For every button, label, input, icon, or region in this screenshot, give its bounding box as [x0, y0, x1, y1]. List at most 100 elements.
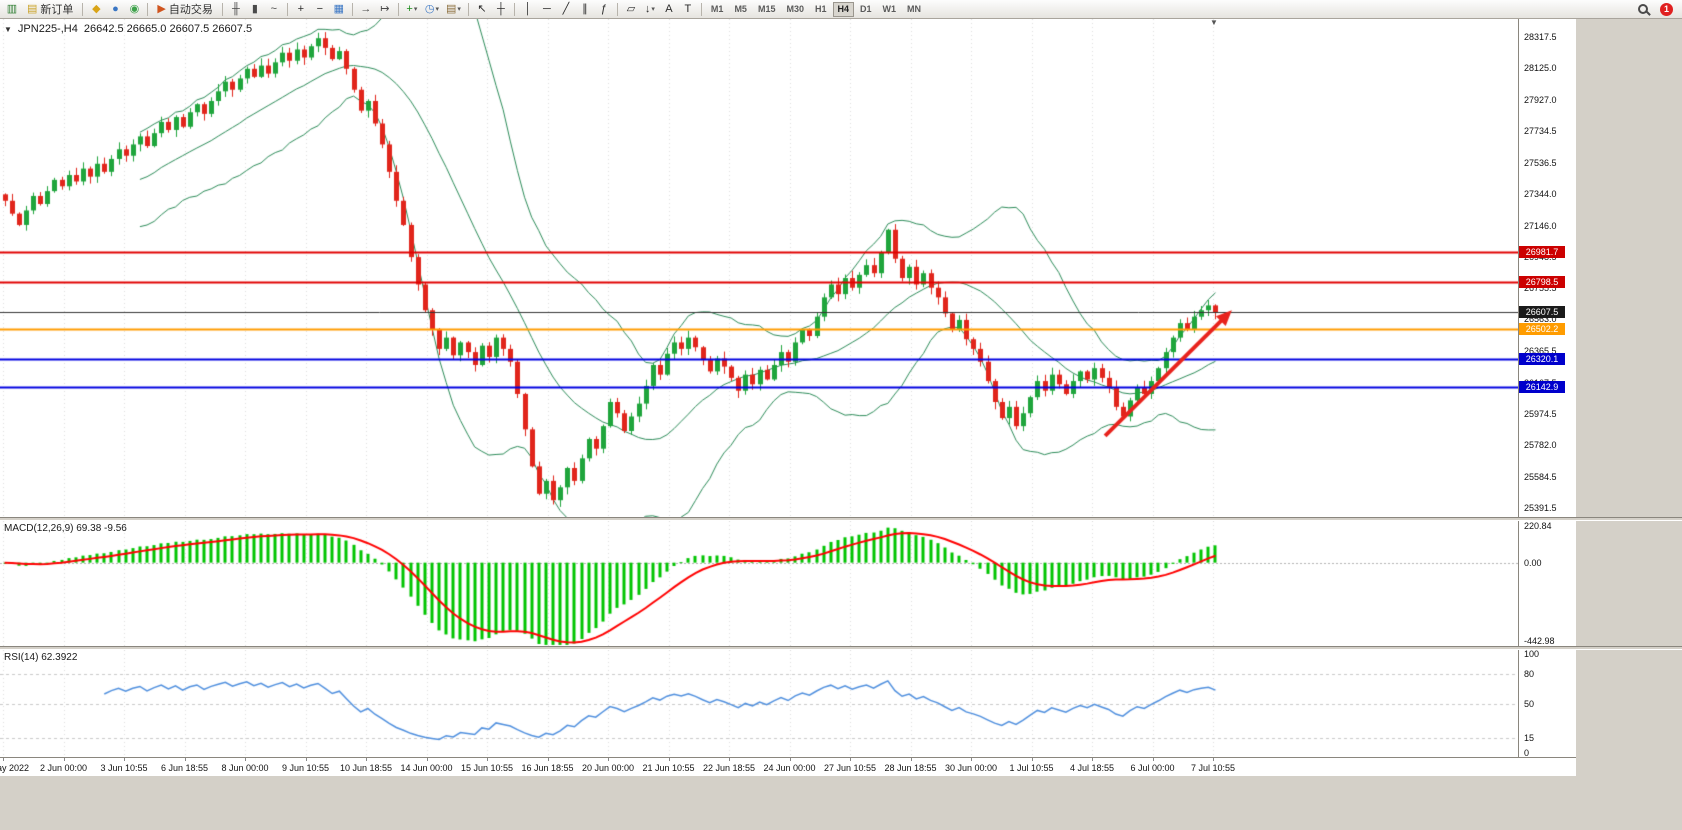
periods-button-caret[interactable]: ▾ [435, 6, 439, 13]
time-axis-label[interactable]: 27 Jun 10:55 [823, 763, 877, 773]
fibonacci-icon[interactable]: ƒ [595, 1, 613, 18]
text-icon[interactable]: A [660, 1, 678, 18]
autotrading-button[interactable]: ▶ 自动交易 [152, 1, 217, 18]
templates-button[interactable]: ▤ ▾ [443, 1, 464, 18]
timeframe-d1-button[interactable]: D1 [860, 4, 872, 14]
rsi-axis-label: 100 [1524, 649, 1540, 659]
toolbar-separator [351, 2, 353, 16]
line-chart-icon[interactable]: ~ [265, 1, 283, 18]
rsi-panel[interactable]: RSI(14) 62.3922 [0, 650, 1518, 757]
new-order-button[interactable]: ▤ 新订单 [22, 1, 78, 18]
time-axis-label[interactable]: 31 May 2022 [0, 763, 30, 773]
tile-windows-icon[interactable]: ▦ [330, 1, 348, 18]
chart-shift-icon[interactable]: ↦ [376, 1, 394, 18]
chart-shift-marker[interactable]: ▼ [1210, 18, 1218, 27]
auto-scroll-icon-glyph: → [360, 2, 372, 15]
auto-scroll-icon[interactable]: → [357, 1, 375, 18]
timeframe-h4-button[interactable]: H4 [832, 1, 855, 17]
metaeditor-icon[interactable]: ◆ [87, 1, 105, 18]
time-axis-label[interactable]: 7 Jul 10:55 [1190, 763, 1236, 773]
zoom-out-icon[interactable]: − [311, 1, 329, 18]
candlestick-chart-icon[interactable]: ▮ [246, 1, 264, 18]
trendline-icon-glyph: ╱ [562, 2, 570, 15]
arrows-icon-caret[interactable]: ▾ [651, 6, 655, 13]
time-axis-label[interactable]: 1 Jul 10:55 [1009, 763, 1054, 773]
time-axis-label[interactable]: 28 Jun 18:55 [884, 763, 937, 773]
arrows-icon[interactable]: ↓ ▾ [641, 1, 659, 18]
toolbar-separator [397, 2, 399, 16]
toolbar-separator [616, 2, 618, 16]
time-axis-tick [1213, 758, 1214, 761]
toolbar-separator [286, 2, 288, 16]
zoom-in-icon-glyph: + [297, 2, 305, 15]
bar-chart-icon[interactable]: ╫ [227, 1, 245, 18]
timeframe-m5-button[interactable]: M5 [734, 4, 747, 14]
time-axis-label[interactable]: 9 Jun 10:55 [281, 763, 330, 773]
time-axis-label[interactable]: 2 Jun 00:00 [39, 763, 88, 773]
timeframe-w1-button[interactable]: W1 [882, 4, 897, 14]
ohlc-toggle-icon[interactable]: ▼ [4, 24, 12, 34]
toolbar-separator [82, 2, 84, 16]
cursor-icon[interactable]: ↖ [473, 1, 491, 18]
zoom-in-icon[interactable]: + [292, 1, 310, 18]
chart-symbol-period: JPN225-,H4 [17, 23, 78, 35]
cursor-icon-glyph: ↖ [477, 2, 487, 15]
toolbar: ▥ ▤ 新订单 ◆ ● ◉ ▶ 自动交易 ╫ ▮ ~ + − ▦ → ↦ + ▾ ◷ ▾ ▤ ▾ ↖ ┼ │ ─ ╱ ∥ ƒ ▱ ↓ ▾ A T M… [0, 0, 1682, 19]
community-icon[interactable]: ◉ [125, 1, 143, 18]
time-axis-tick [426, 758, 428, 761]
time-axis-tick [971, 758, 972, 761]
time-axis-label[interactable]: 6 Jun 18:55 [160, 763, 209, 773]
price-axis[interactable]: 28317.5 28125.0 27927.0 27734.5 27536.5 27344… [1518, 19, 1576, 758]
time-axis-tick [63, 758, 65, 761]
time-axis-label[interactable]: 20 Jun 00:00 [581, 763, 635, 773]
horizontal-line-icon[interactable]: ─ [538, 1, 556, 18]
price-chart-canvas[interactable] [0, 19, 1518, 517]
time-axis-label[interactable]: 21 Jun 10:55 [642, 763, 695, 773]
time-axis-label[interactable]: 3 Jun 10:55 [100, 763, 148, 773]
panel-separator-macd[interactable] [0, 517, 1682, 521]
trendline-icon[interactable]: ╱ [557, 1, 575, 18]
timeframe-m30-button[interactable]: M30 [786, 4, 804, 14]
macd-label: MACD(12,26,9) 69.38 -9.56 [4, 523, 127, 534]
crosshair-icon[interactable]: ┼ [492, 1, 510, 18]
time-axis[interactable]: 31 May 2022 2 Jun 00:00 3 Jun 10:55 6 Jun 1… [0, 757, 1576, 776]
chart-ohlc-values: 26642.5 26665.0 26607.5 26607.5 [83, 23, 253, 35]
time-axis-label[interactable]: 24 Jun 00:00 [763, 763, 816, 773]
panel-separator-rsi[interactable] [0, 646, 1682, 650]
charts-icon[interactable]: ▥ [3, 1, 21, 18]
shapes-icon-glyph: ▱ [626, 2, 636, 15]
templates-button-caret[interactable]: ▾ [457, 6, 461, 13]
price-axis-label: 26755.5 [1524, 283, 1557, 294]
vertical-line-icon[interactable]: │ [519, 1, 537, 18]
text-label-icon[interactable]: T [679, 1, 697, 18]
indicators-button[interactable]: + ▾ [403, 1, 421, 18]
timeframe-m1-button[interactable]: M1 [710, 4, 724, 14]
macd-canvas[interactable] [0, 521, 1518, 646]
shapes-icon[interactable]: ▱ [622, 1, 640, 18]
main-chart-panel[interactable]: ▼ JPN225-,H4 26642.5 26665.0 26607.5 266… [0, 19, 1518, 517]
timeframe-m15-button[interactable]: M15 [757, 4, 776, 14]
search-icon[interactable] [1638, 4, 1648, 14]
time-axis-label[interactable]: 4 Jul 18:55 [1069, 763, 1115, 773]
equidistant-channel-icon[interactable]: ∥ [576, 1, 594, 18]
periods-button[interactable]: ◷ ▾ [422, 1, 442, 18]
timeframe-mn-button[interactable]: MN [907, 4, 922, 14]
notification-badge[interactable]: 1 [1660, 2, 1673, 16]
time-axis-label[interactable]: 30 Jun 00:00 [944, 763, 998, 773]
macd-axis-label: -442.98 [1524, 636, 1555, 646]
time-axis-label[interactable]: 15 Jun 10:55 [460, 763, 514, 773]
time-axis-label[interactable]: 14 Jun 00:00 [400, 763, 453, 773]
time-axis-label[interactable]: 16 Jun 18:55 [521, 763, 574, 773]
indicators-button-caret[interactable]: ▾ [413, 6, 418, 13]
time-axis-label[interactable]: 10 Jun 18:55 [339, 763, 393, 773]
time-axis-label[interactable]: 8 Jun 00:00 [221, 763, 269, 773]
macd-panel[interactable]: MACD(12,26,9) 69.38 -9.56 [0, 521, 1518, 646]
time-axis-tick [668, 758, 670, 761]
time-axis-label[interactable]: 22 Jun 18:55 [702, 763, 756, 773]
rsi-canvas[interactable] [0, 650, 1518, 757]
time-axis-label[interactable]: 6 Jul 00:00 [1130, 763, 1175, 773]
timeframe-h1-button[interactable]: H1 [814, 4, 827, 14]
market-icon[interactable]: ● [106, 1, 124, 18]
price-axis-label: 26563.0 [1524, 314, 1557, 325]
time-axis-tick [608, 758, 609, 761]
